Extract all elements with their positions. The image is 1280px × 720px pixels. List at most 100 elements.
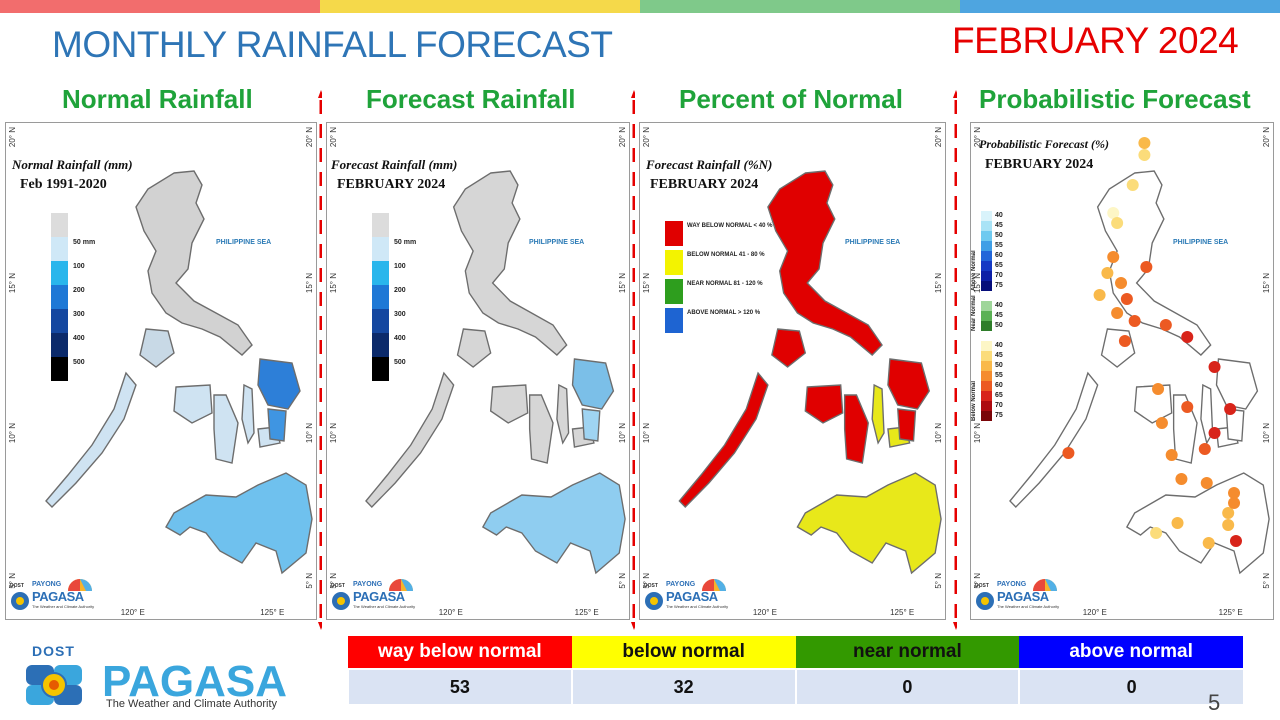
legend-label: 45	[995, 312, 1003, 319]
latitude-label: 15° N	[329, 273, 338, 294]
station-probability-marker	[1107, 251, 1120, 263]
latitude-label: 10° N	[642, 423, 651, 444]
map-subtitle: FEBRUARY 2024	[650, 177, 759, 192]
latitude-label: 5° N	[305, 573, 314, 589]
station-probability-marker	[1093, 289, 1106, 301]
island-negros	[528, 394, 554, 464]
longitude-label: 125° E	[574, 608, 599, 617]
philippines-map-normal	[45, 170, 313, 575]
map-subtitle: FEBRUARY 2024	[985, 157, 1094, 172]
station-probability-marker	[1181, 401, 1194, 413]
legend-swatch	[51, 357, 68, 381]
island-luzon	[767, 170, 883, 356]
legend-swatch	[665, 279, 683, 304]
legend-swatch	[981, 251, 992, 261]
legend-group-label: Below Normal	[971, 380, 977, 421]
mini-logo-tagline: The Weather and Climate Authority	[997, 604, 1060, 609]
pagasa-emblem-icon	[332, 592, 350, 610]
heading-forecast-rainfall: Forecast Rainfall	[366, 84, 576, 114]
island-panay	[173, 384, 213, 424]
station-probability-marker	[1128, 315, 1141, 327]
latitude-label: 15° N	[642, 273, 651, 294]
legend-swatch	[981, 271, 992, 281]
legend-swatch	[665, 250, 683, 275]
island-leyte	[581, 408, 601, 442]
legend-swatch	[51, 213, 68, 237]
legend-label: 50 mm	[394, 239, 417, 246]
longitude-label: 120° E	[1082, 608, 1107, 617]
island-mindanao	[796, 472, 942, 575]
umbrella-icon	[1033, 579, 1057, 591]
island-palawan	[45, 371, 137, 508]
category-count: 53	[347, 668, 572, 704]
legend-label: 500	[73, 359, 85, 366]
legend-label: 50	[995, 232, 1003, 239]
legend-swatch	[372, 213, 389, 237]
latitude-label: 20° N	[305, 127, 314, 148]
mini-logo-payong: PAYONG	[997, 581, 1027, 588]
legend-label: 70	[995, 402, 1003, 409]
map-title: Forecast Rainfall (mm)	[331, 157, 458, 172]
mini-logo-pagasa: PAGASA	[666, 589, 718, 604]
legend-label: 65	[995, 262, 1003, 269]
legend-swatch	[981, 221, 992, 231]
station-probability-marker	[1171, 517, 1184, 529]
legend-label: 200	[73, 287, 85, 294]
station-probability-marker	[1208, 361, 1221, 373]
island-cebu	[556, 383, 570, 445]
pagasa-emblem-icon	[976, 592, 994, 610]
island-samar	[257, 358, 301, 410]
station-probability-marker	[1202, 537, 1215, 549]
map-title: Forecast Rainfall (%N)	[646, 157, 773, 172]
station-probability-marker	[1229, 535, 1242, 547]
mini-logo-payong: PAYONG	[353, 581, 383, 588]
longitude-label: 125° E	[890, 608, 915, 617]
legend-label: 400	[73, 335, 85, 342]
station-probability-marker	[1228, 487, 1241, 499]
latitude-label: 20° N	[329, 127, 338, 148]
longitude-label: 120° E	[120, 608, 145, 617]
legend-swatch	[981, 401, 992, 411]
category-count: 0	[794, 668, 1020, 704]
station-probability-marker	[1222, 507, 1235, 519]
station-probability-marker	[1138, 137, 1151, 149]
island-cebu	[1200, 383, 1214, 445]
legend-swatch	[372, 237, 389, 261]
station-probability-marker	[1140, 261, 1153, 273]
legend-label: 100	[73, 263, 85, 270]
pagasa-emblem-icon	[26, 665, 82, 705]
forecast-month: FEBRUARY 2024	[952, 20, 1239, 61]
slide-title: MONTHLY RAINFALL FORECAST	[52, 24, 613, 65]
legend-swatch	[51, 285, 68, 309]
divider-1	[318, 90, 322, 630]
legend-swatch	[981, 411, 992, 421]
legend-label: BELOW NORMAL 41 - 80 %	[687, 252, 765, 258]
category-header: below normal	[571, 636, 796, 669]
station-probability-marker	[1222, 519, 1235, 531]
island-palawan	[1009, 371, 1099, 508]
latitude-label: 15° N	[934, 273, 943, 294]
table-row: 53 32 0 0	[347, 668, 1243, 704]
station-probability-marker	[1152, 383, 1165, 395]
legend-swatch	[372, 357, 389, 381]
station-probability-marker	[1224, 403, 1237, 415]
sea-label: PHILIPPINE SEA	[845, 239, 901, 246]
latitude-label: 5° N	[1262, 573, 1271, 589]
mini-logo-pagasa: PAGASA	[353, 589, 405, 604]
mini-logo-tagline: The Weather and Climate Authority	[32, 604, 95, 609]
latitude-label: 15° N	[618, 273, 627, 294]
legend-swatch	[372, 285, 389, 309]
divider-3	[953, 90, 957, 630]
latitude-label: 20° N	[973, 127, 982, 148]
map-title: Probabilistic Forecast (%)	[979, 137, 1109, 151]
island-leyte	[897, 408, 917, 442]
legend-swatch	[981, 241, 992, 251]
legend-swatch	[981, 211, 992, 221]
category-header: way below normal	[348, 636, 572, 669]
legend-label: 60	[995, 382, 1003, 389]
latitude-label: 5° N	[618, 573, 627, 589]
island-mindanao	[1125, 472, 1270, 575]
island-panay	[489, 384, 529, 424]
station-probability-marker	[1115, 277, 1128, 289]
latitude-label: 10° N	[8, 423, 17, 444]
